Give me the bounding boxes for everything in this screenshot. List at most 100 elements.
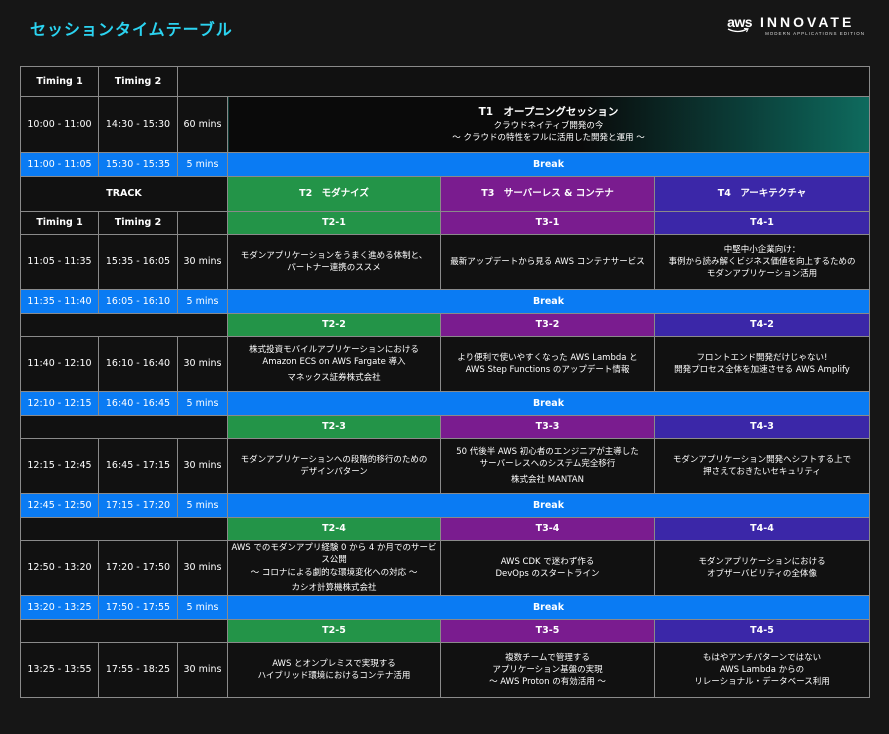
session-cell-t2[interactable]: 株式投資モバイルアプリケーションにおける Amazon ECS on AWS Fa… — [227, 336, 441, 392]
t1-title: T1 オープニングセッション — [478, 105, 619, 118]
session-title-line: Amazon ECS on AWS Fargate 導入 — [262, 357, 406, 368]
session-cell-t3[interactable]: 複数チームで管理する アプリケーション基盤の実現〜 AWS Proton の有効活… — [440, 642, 655, 698]
break-timing1: 12:45 - 12:50 — [20, 493, 99, 518]
session-code-t3: T3-3 — [440, 415, 655, 439]
track-header-row: TRACK T2 モダナイズ T3 サーバーレス & コンテナ T4 アーキテク… — [20, 176, 870, 212]
session-title-line: より便利で使いやすくなった AWS Lambda と — [457, 352, 638, 363]
session-title-line: モダンアプリケーションにおける — [698, 556, 826, 567]
session-cell-t4[interactable]: もはやアンチパターンではない AWS Lambda からの リレーショナル・データベ… — [654, 642, 870, 698]
break-row: 11:35 - 11:40 16:05 - 16:10 5 mins Break — [20, 289, 870, 314]
session-title-line: デザインパターン — [300, 467, 368, 477]
aws-innovate-logo: aws INNOVATE MODERN APPLICATIONS EDITION — [727, 14, 865, 36]
session-cell-t3[interactable]: AWS CDK で迷わず作る DevOps のスタートライン — [440, 540, 655, 596]
session-code-t4: T4-4 — [654, 517, 870, 541]
session-title-line: リレーショナル・データベース利用 — [694, 677, 830, 688]
duration-header — [177, 211, 228, 235]
session-timing2: 16:10 - 16:40 — [98, 336, 178, 392]
session-title-line: 株式投資モバイルアプリケーションにおける — [249, 345, 419, 356]
session-cell-t2[interactable]: モダンアプリケーションへの段階的移行のための デザインパターン — [227, 438, 441, 494]
session-timing1: 12:50 - 13:20 — [20, 540, 99, 596]
session-cell-t4[interactable]: 中堅中小企業向け： 事例から読み解くビジネス価値を向上するための モダンアプリケーシ… — [654, 234, 870, 290]
track-t4: T4 アーキテクチャ — [654, 176, 870, 212]
session-code-t4: T4-2 — [654, 313, 870, 337]
break-timing2: 17:15 - 17:20 — [98, 493, 178, 518]
session-title-line: 50 代後半 AWS 初心者のエンジニアが主導した — [456, 447, 639, 458]
code-row-spacer — [20, 619, 228, 643]
timing2-header: Timing 2 — [98, 66, 178, 97]
break-timing1: 12:10 - 12:15 — [20, 391, 99, 416]
session-row: 12:50 - 13:20 17:20 - 17:50 30 mins AWS でのモ… — [20, 540, 870, 596]
session-title-line: オブザーバビリティの全体像 — [707, 569, 817, 579]
break-duration: 5 mins — [177, 493, 228, 518]
session-title-line: 〜 コロナによる劇的な環境変化への対応 〜 — [250, 567, 418, 578]
code-row-spacer — [20, 415, 228, 439]
session-row: 11:40 - 12:10 16:10 - 16:40 30 mins 株式投資モバイ… — [20, 336, 870, 392]
t1-duration: 60 mins — [177, 96, 228, 153]
t1-timing2: 14:30 - 15:30 — [98, 96, 178, 153]
break-timing2: 17:50 - 17:55 — [98, 595, 178, 620]
session-title-line: 開発プロセス全体を加速させる AWS Amplify — [674, 365, 850, 375]
session-code-t2: T2-1 — [227, 211, 441, 235]
header-spacer — [177, 66, 870, 97]
track-t3: T3 サーバーレス & コンテナ — [440, 176, 655, 212]
session-cell-t4[interactable]: モダンアプリケーションにおける オブザーバビリティの全体像 — [654, 540, 870, 596]
session-title-line: 複数チームで管理する — [505, 652, 590, 663]
session-title-line: アプリケーション基盤の実現 — [492, 664, 603, 675]
session-code-t4: T4-3 — [654, 415, 870, 439]
t1-session[interactable]: T1 オープニングセッション クラウドネイティブ開発の今 〜 クラウドの特性をフ… — [227, 96, 870, 153]
session-cell-t2[interactable]: モダンアプリケーションをうまく進める体制と、 パートナー連携のススメ — [227, 234, 441, 290]
logo-subtitle: MODERN APPLICATIONS EDITION — [765, 31, 865, 36]
session-title-line: 〜 AWS Proton の有効活用 〜 — [489, 677, 606, 688]
session-timing1: 12:15 - 12:45 — [20, 438, 99, 494]
session-code-t4: T4-5 — [654, 619, 870, 643]
session-cell-t3[interactable]: 50 代後半 AWS 初心者のエンジニアが主導した サーバーレスへのシステム完全移… — [440, 438, 655, 494]
session-title-line: 押さえておきたいセキュリティ — [703, 467, 821, 477]
track-header: TRACK — [20, 176, 228, 212]
break-label: Break — [227, 391, 870, 416]
page-title: セッションタイムテーブル — [30, 20, 233, 39]
session-title-line: モダンアプリケーション活用 — [706, 269, 818, 280]
session-timetable: Timing 1 Timing 2 10:00 - 11:00 14:30 - … — [20, 66, 870, 698]
session-timing2: 16:45 - 17:15 — [98, 438, 178, 494]
session-title-line: モダンアプリケーションをうまく進める体制と、 — [240, 250, 428, 261]
session-timing2: 17:55 - 18:25 — [98, 642, 178, 698]
timing1-header: Timing 1 — [20, 211, 99, 235]
break-row: 13:20 - 13:25 17:50 - 17:55 5 mins Break — [20, 595, 870, 620]
session-cell-t4[interactable]: モダンアプリケーション開発へシフトする上で 押さえておきたいセキュリティ — [654, 438, 870, 494]
innovate-logo-text: INNOVATE — [760, 14, 855, 30]
session-code-t2: T2-5 — [227, 619, 441, 643]
session-timing1: 11:05 - 11:35 — [20, 234, 99, 290]
session-code-t3: T3-4 — [440, 517, 655, 541]
aws-logo-text: aws — [727, 14, 753, 30]
session-title-line: AWS Lambda からの — [719, 664, 805, 675]
session-row: 13:25 - 13:55 17:55 - 18:25 30 mins AWS とオン… — [20, 642, 870, 698]
session-title-line: パートナー連携のススメ — [287, 263, 381, 273]
break-duration: 5 mins — [177, 595, 228, 620]
t1-subtitle-1: クラウドネイティブ開発の今 — [493, 120, 604, 131]
break-label: Break — [227, 289, 870, 314]
session-title-line: サーバーレスへのシステム完全移行 — [479, 459, 616, 470]
session-cell-t3[interactable]: 最新アップデートから見る AWS コンテナサービス — [440, 234, 655, 290]
break-duration: 5 mins — [177, 289, 228, 314]
session-title-line: DevOps のスタートライン — [495, 569, 600, 579]
session-title-line: AWS Step Functions のアップデート情報 — [465, 365, 630, 375]
session-title-line: 中堅中小企業向け： — [723, 244, 801, 255]
code-row-spacer — [20, 313, 228, 337]
session-title-line: AWS CDK で迷わず作る — [500, 556, 595, 567]
timing1-header: Timing 1 — [20, 66, 99, 97]
break-row: 12:10 - 12:15 16:40 - 16:45 5 mins Break — [20, 391, 870, 416]
session-code-row: T2-3 T3-3 T4-3 — [20, 415, 870, 439]
session-title-line: 事例から読み解くビジネス価値を向上するための — [668, 256, 856, 267]
break-duration: 5 mins — [177, 391, 228, 416]
session-title-line: ハイブリッド環境におけるコンテナ活用 — [257, 671, 411, 681]
session-code-row: Timing 1 Timing 2 T2-1 T3-1 T4-1 — [20, 211, 870, 235]
session-cell-t2[interactable]: AWS でのモダンアプリ経験 0 から 4 か月でのサービス公開〜 コロナによる… — [227, 540, 441, 596]
session-cell-t2[interactable]: AWS とオンプレミスで実現する ハイブリッド環境におけるコンテナ活用 — [227, 642, 441, 698]
session-cell-t4[interactable]: フロントエンド開発だけじゃない! 開発プロセス全体を加速させる AWS Ampli… — [654, 336, 870, 392]
break-label: Break — [227, 493, 870, 518]
session-cell-t3[interactable]: より便利で使いやすくなった AWS Lambda と AWS Step Funct… — [440, 336, 655, 392]
session-code-t2: T2-2 — [227, 313, 441, 337]
session-code-row: T2-5 T3-5 T4-5 — [20, 619, 870, 643]
t1-row: 10:00 - 11:00 14:30 - 15:30 60 mins T1 オ… — [20, 96, 870, 153]
break-timing1: 13:20 - 13:25 — [20, 595, 99, 620]
